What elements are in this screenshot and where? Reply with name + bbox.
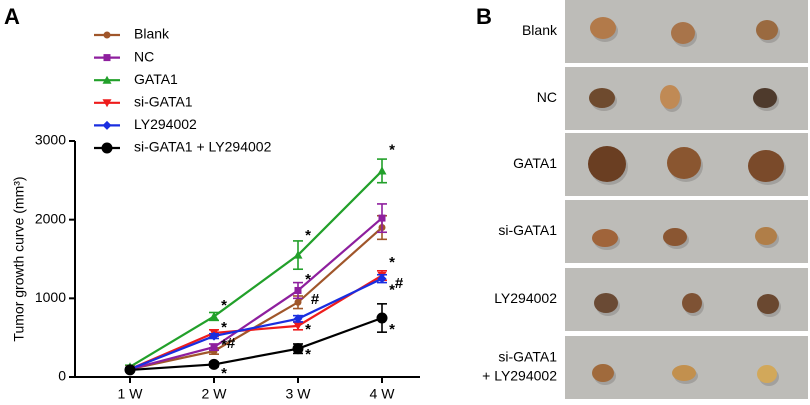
tumor bbox=[592, 229, 618, 247]
row-label: NC bbox=[537, 89, 557, 105]
legend-label: NC bbox=[134, 48, 154, 64]
legend-label: LY294002 bbox=[134, 116, 197, 132]
tumor bbox=[594, 293, 618, 313]
tumor bbox=[757, 365, 777, 383]
tumor bbox=[755, 227, 777, 245]
annotation: # bbox=[227, 335, 236, 352]
annotation: * bbox=[389, 321, 395, 338]
x-tick-label: 2 W bbox=[202, 386, 228, 402]
y-tick-label: 1000 bbox=[35, 289, 66, 305]
tumor bbox=[757, 294, 779, 314]
marker bbox=[209, 331, 219, 341]
annotation: * bbox=[305, 346, 311, 363]
panel-label: A bbox=[4, 4, 20, 29]
row-label: LY294002 bbox=[494, 290, 557, 306]
marker bbox=[102, 120, 112, 130]
x-tick-label: 4 W bbox=[370, 386, 396, 402]
annotation: * bbox=[305, 321, 311, 338]
marker bbox=[293, 322, 303, 331]
annotation: * bbox=[305, 271, 311, 288]
x-tick-label: 1 W bbox=[118, 386, 144, 402]
legend-label: si-GATA1 + LY294002 bbox=[134, 139, 272, 155]
marker bbox=[102, 75, 112, 84]
tumor bbox=[672, 365, 696, 381]
legend-label: si-GATA1 bbox=[134, 94, 193, 110]
tumor bbox=[756, 20, 778, 40]
row-label: Blank bbox=[522, 22, 558, 38]
tumor bbox=[590, 17, 616, 39]
series-line bbox=[129, 274, 383, 371]
marker bbox=[102, 99, 112, 108]
row-label: si-GATA1 bbox=[498, 349, 557, 365]
legend-label: GATA1 bbox=[134, 71, 178, 87]
tumor bbox=[753, 88, 777, 108]
marker bbox=[103, 54, 111, 62]
annotation: * bbox=[389, 281, 395, 298]
marker bbox=[376, 312, 388, 324]
tumor bbox=[592, 364, 614, 382]
marker bbox=[294, 286, 302, 294]
tumor bbox=[588, 146, 626, 182]
marker bbox=[378, 214, 386, 222]
marker bbox=[292, 343, 304, 355]
tumor bbox=[589, 88, 615, 108]
y-tick-label: 0 bbox=[58, 368, 66, 384]
annotation: * bbox=[389, 141, 395, 158]
annotation: # bbox=[395, 275, 404, 292]
marker bbox=[293, 314, 303, 324]
tumor bbox=[671, 22, 695, 44]
annotation: * bbox=[221, 297, 227, 314]
marker bbox=[208, 358, 220, 370]
tumor bbox=[660, 85, 680, 109]
marker bbox=[124, 364, 136, 376]
y-tick-label: 2000 bbox=[35, 210, 66, 226]
annotation: * bbox=[221, 319, 227, 336]
series-line bbox=[129, 277, 383, 371]
series-line bbox=[129, 170, 383, 368]
row-label: GATA1 bbox=[513, 155, 557, 171]
marker bbox=[293, 250, 303, 259]
row-label: + LY294002 bbox=[482, 368, 557, 384]
y-axis-label: Tumor growth curve (mm³) bbox=[11, 176, 27, 341]
panel-label: B bbox=[476, 4, 492, 29]
annotation: # bbox=[311, 291, 320, 308]
marker bbox=[294, 298, 302, 306]
marker bbox=[101, 142, 113, 154]
annotation: * bbox=[389, 254, 395, 271]
tumor bbox=[667, 147, 701, 179]
row-label: si-GATA1 bbox=[498, 222, 557, 238]
marker bbox=[210, 343, 218, 351]
y-tick-label: 3000 bbox=[35, 132, 66, 148]
marker bbox=[377, 166, 387, 175]
marker bbox=[209, 311, 219, 321]
tumor bbox=[663, 228, 687, 246]
tumor bbox=[682, 293, 702, 313]
x-tick-label: 3 W bbox=[286, 386, 312, 402]
marker bbox=[103, 31, 111, 39]
series-line bbox=[129, 316, 383, 372]
series-line bbox=[129, 217, 383, 371]
annotation: * bbox=[221, 337, 227, 354]
legend-label: Blank bbox=[134, 26, 170, 42]
tumor bbox=[748, 150, 784, 182]
annotation: * bbox=[221, 365, 227, 382]
marker bbox=[377, 274, 387, 284]
annotation: * bbox=[305, 227, 311, 244]
